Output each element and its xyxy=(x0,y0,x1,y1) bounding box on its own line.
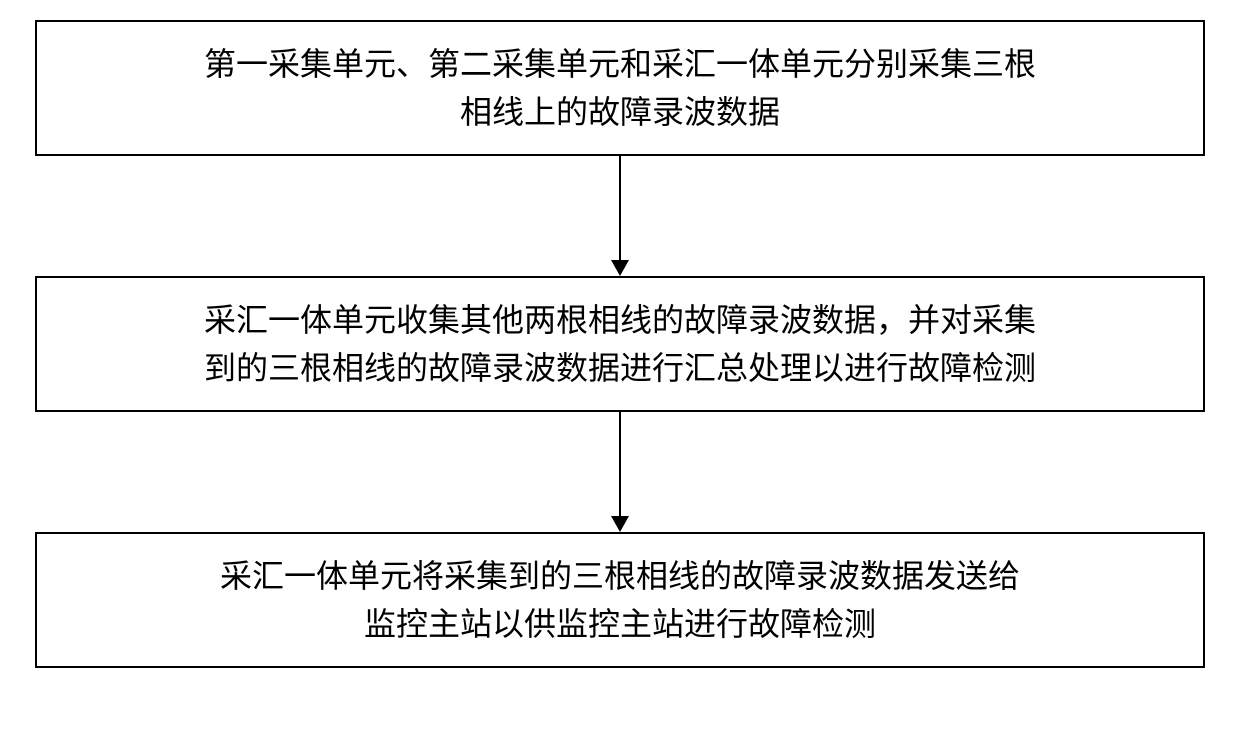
flowchart-box-1: 第一采集单元、第二采集单元和采汇一体单元分别采集三根 相线上的故障录波数据 xyxy=(35,20,1205,156)
flowchart-box-2-text: 采汇一体单元收集其他两根相线的故障录波数据，并对采集 到的三根相线的故障录波数据… xyxy=(204,296,1036,392)
arrow-line xyxy=(619,156,621,260)
flowchart-box-3: 采汇一体单元将采集到的三根相线的故障录波数据发送给 监控主站以供监控主站进行故障… xyxy=(35,532,1205,668)
arrow-head-icon xyxy=(611,260,629,276)
arrow-line xyxy=(619,412,621,516)
flowchart-arrow-2 xyxy=(611,412,629,532)
flowchart-box-1-text: 第一采集单元、第二采集单元和采汇一体单元分别采集三根 相线上的故障录波数据 xyxy=(204,40,1036,136)
flowchart-box-2: 采汇一体单元收集其他两根相线的故障录波数据，并对采集 到的三根相线的故障录波数据… xyxy=(35,276,1205,412)
flowchart-arrow-1 xyxy=(611,156,629,276)
arrow-head-icon xyxy=(611,516,629,532)
flowchart-box-3-text: 采汇一体单元将采集到的三根相线的故障录波数据发送给 监控主站以供监控主站进行故障… xyxy=(220,552,1020,648)
